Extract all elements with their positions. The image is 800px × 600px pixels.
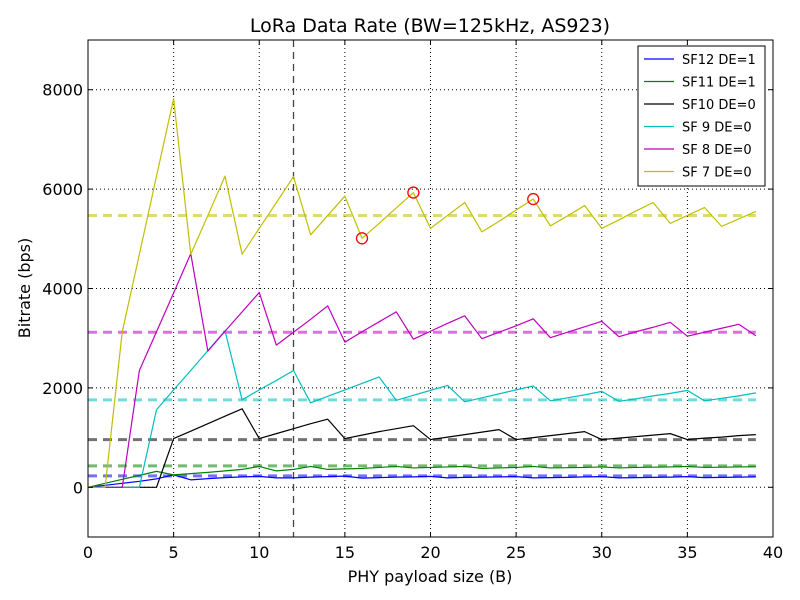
legend-label: SF12 DE=1: [682, 53, 756, 68]
highlight-marker: [527, 192, 540, 206]
x-tick-label: 30: [592, 543, 612, 562]
x-tick-label: 40: [763, 543, 783, 562]
chart-title: LoRa Data Rate (BW=125kHz, AS923): [250, 15, 610, 37]
x-tick-label: 15: [335, 543, 355, 562]
series-lines: [87, 98, 757, 488]
legend-label: SF11 DE=1: [682, 76, 756, 91]
series-line: [88, 98, 757, 488]
x-tick-label: 0: [83, 543, 93, 562]
highlight-marker: [355, 232, 369, 245]
average-lines: [88, 213, 756, 478]
x-tick-label: 25: [506, 543, 526, 562]
highlight-marker: [407, 186, 420, 199]
legend-box: [637, 45, 766, 187]
series-line: [88, 253, 757, 488]
x-axis-label: PHY payload size (B): [348, 567, 513, 586]
x-tick-label: 5: [169, 543, 179, 562]
legend-label: SF 7 DE=0: [682, 166, 752, 181]
y-tick-label: 0: [73, 478, 83, 497]
series-line: [87, 474, 756, 488]
series-line: [88, 330, 756, 488]
y-tick-label: 4000: [42, 280, 83, 299]
x-tick-label: 20: [420, 543, 440, 562]
series-line: [87, 465, 756, 488]
legend-label: SF10 DE=0: [682, 98, 756, 113]
highlight-markers: [355, 186, 540, 245]
legend: SF12 DE=1 SF11 DE=1 SF10 DE=0 SF 9 DE=0 SF 8…: [637, 45, 766, 187]
grid-lines: [88, 40, 773, 537]
x-tick-label: 35: [677, 543, 697, 562]
legend-label: SF 8 DE=0: [682, 143, 752, 158]
x-tick-label: 10: [249, 543, 269, 562]
series-line: [88, 408, 756, 488]
axis-ticks: 0 5 10 15 20 25 30 35 40 0 2000 4000 6000 8000: [42, 40, 783, 562]
y-tick-label: 6000: [42, 180, 83, 199]
y-tick-label: 2000: [42, 379, 83, 398]
legend-label: SF 9 DE=0: [682, 121, 752, 136]
y-axis-label: Bitrate (bps): [15, 238, 34, 338]
y-tick-label: 8000: [42, 81, 83, 100]
